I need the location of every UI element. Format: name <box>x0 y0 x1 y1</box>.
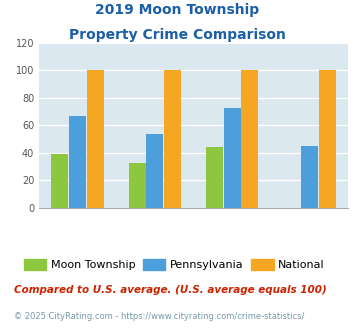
Bar <box>206 148 223 208</box>
Text: Property Crime Comparison: Property Crime Comparison <box>69 28 286 42</box>
Text: 2019 Moon Township: 2019 Moon Township <box>95 3 260 17</box>
Bar <box>224 108 241 208</box>
Bar <box>146 134 163 208</box>
Legend: Moon Township, Pennsylvania, National: Moon Township, Pennsylvania, National <box>20 255 329 275</box>
Bar <box>87 70 104 208</box>
Bar <box>301 146 318 208</box>
Bar <box>51 154 69 208</box>
Bar <box>69 116 86 208</box>
Bar <box>129 163 146 208</box>
Text: Compared to U.S. average. (U.S. average equals 100): Compared to U.S. average. (U.S. average … <box>14 285 327 295</box>
Bar <box>318 70 335 208</box>
Bar <box>164 70 181 208</box>
Text: © 2025 CityRating.com - https://www.cityrating.com/crime-statistics/: © 2025 CityRating.com - https://www.city… <box>14 312 305 321</box>
Bar <box>241 70 258 208</box>
